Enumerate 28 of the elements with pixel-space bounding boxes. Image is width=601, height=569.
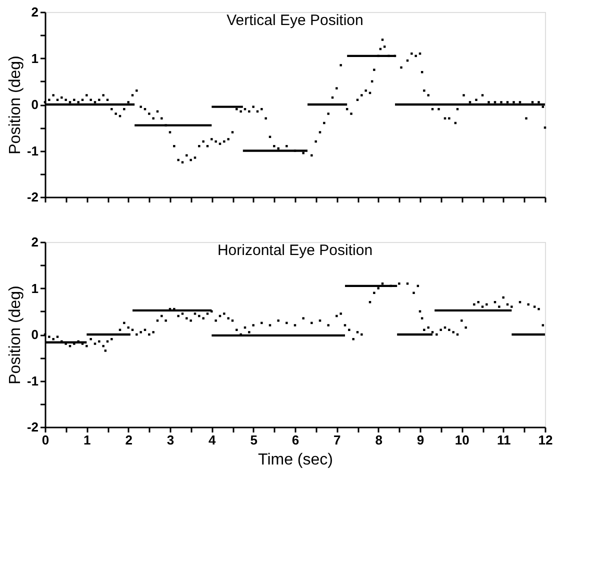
x-tick-label: 10 bbox=[454, 432, 470, 448]
x-tick-label: 2 bbox=[125, 432, 132, 448]
y-tick-label: -2 bbox=[26, 190, 38, 204]
y-tick-label: 0 bbox=[31, 97, 38, 112]
x-tick-label: 6 bbox=[292, 432, 300, 448]
x-tick-label: 1 bbox=[84, 432, 91, 448]
x-tick-label: 7 bbox=[334, 432, 341, 448]
y-tick-label: -1 bbox=[26, 143, 38, 158]
x-tick-label: 11 bbox=[496, 432, 511, 448]
x-tick-label: 0 bbox=[42, 432, 50, 448]
y-tick-label: 1 bbox=[31, 280, 38, 296]
x-tick-label: 3 bbox=[166, 432, 174, 448]
y-axis-title: Position (deg) bbox=[6, 286, 24, 384]
x-axis-title: Time (sec) bbox=[258, 452, 333, 468]
y-tick-label: 0 bbox=[31, 327, 38, 342]
x-tick-label: 9 bbox=[416, 432, 424, 448]
y-axis-title: Position (deg) bbox=[6, 56, 24, 154]
x-tick-label: 8 bbox=[375, 432, 382, 448]
y-tick-label: -2 bbox=[26, 420, 38, 434]
y-tick-label: 1 bbox=[31, 50, 38, 66]
chart-title: Vertical Eye Position bbox=[226, 12, 364, 29]
y-tick-label: 2 bbox=[31, 4, 38, 20]
x-tick-label: 12 bbox=[538, 432, 553, 448]
x-tick-label: 4 bbox=[208, 432, 217, 448]
y-tick-label: 2 bbox=[31, 234, 38, 250]
y-tick-label: -1 bbox=[26, 373, 38, 388]
chart-title: Horizontal Eye Position bbox=[217, 242, 373, 259]
x-tick-label: 5 bbox=[250, 432, 258, 448]
